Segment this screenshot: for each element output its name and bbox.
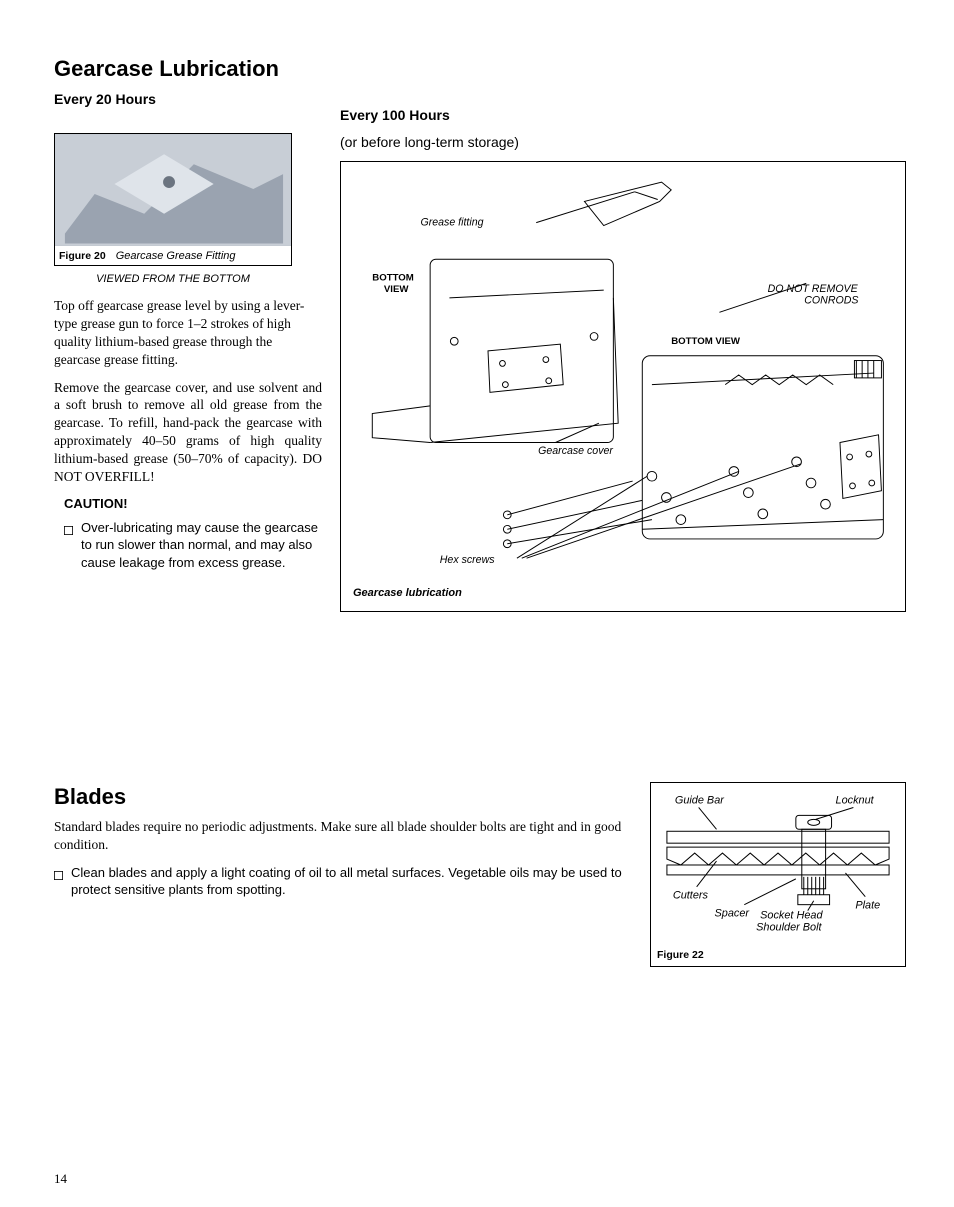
square-bullet-icon — [64, 522, 73, 572]
label-spacer: Spacer — [715, 908, 750, 920]
figure-20-caption: Gearcase Grease Fitting — [116, 249, 236, 264]
label-hex-screws: Hex screws — [440, 555, 495, 567]
figure-22-svg: Guide Bar Locknut — [657, 789, 899, 939]
every-100-hours-head: Every 100 Hours — [340, 106, 906, 125]
gearcase-diagram-svg: Grease fitting BOTTOM VIEW DO NOT REMOVE… — [353, 170, 893, 580]
label-cutters: Cutters — [673, 890, 709, 902]
before-storage-note: (or before long-term storage) — [340, 133, 906, 152]
para-remove-cover: Remove the gearcase cover, and use solve… — [54, 379, 322, 486]
blades-bullet-row: Clean blades and apply a light coating o… — [54, 864, 628, 899]
blades-bullet-text: Clean blades and apply a light coating o… — [71, 864, 628, 899]
figure-20-photo — [55, 134, 291, 246]
blades-left: Blades Standard blades require no period… — [54, 782, 628, 906]
label-bottom-view-left1: BOTTOM — [372, 273, 414, 284]
gearcase-left-col: Every 20 Hours Figure 20 Gearcase Grease… — [54, 90, 322, 580]
label-socket-head1: Socket Head — [760, 910, 823, 922]
section-title-blades: Blades — [54, 782, 628, 812]
square-bullet-icon — [54, 867, 63, 899]
label-socket-head2: Shoulder Bolt — [756, 922, 822, 934]
viewed-from-bottom: VIEWED FROM THE BOTTOM — [54, 272, 292, 287]
gearcase-diagram-caption: Gearcase lubrication — [353, 586, 893, 601]
label-bottom-view-right: BOTTOM VIEW — [671, 337, 741, 348]
label-grease-fitting: Grease fitting — [421, 217, 484, 229]
caution-bullet-row: Over-lubricating may cause the gearcase … — [54, 519, 322, 572]
label-do-not-remove2: CONRODS — [804, 295, 858, 307]
figure-22-label: Figure 22 — [657, 948, 704, 962]
every-20-hours-head: Every 20 Hours — [54, 90, 322, 109]
caution-bullet-text: Over-lubricating may cause the gearcase … — [81, 519, 322, 572]
gearcase-two-col: Every 20 Hours Figure 20 Gearcase Grease… — [54, 90, 906, 613]
figure-22-box: Guide Bar Locknut — [650, 782, 906, 967]
label-do-not-remove1: DO NOT REMOVE — [768, 284, 859, 296]
section-title-gearcase: Gearcase Lubrication — [54, 54, 906, 84]
label-bottom-view-left2: VIEW — [384, 285, 410, 296]
page-number: 14 — [54, 1170, 67, 1188]
label-plate: Plate — [855, 900, 880, 912]
label-gearcase-cover: Gearcase cover — [538, 446, 613, 458]
blades-para: Standard blades require no periodic adju… — [54, 818, 628, 854]
figure-20-label: Figure 20 — [59, 249, 106, 263]
blades-section: Blades Standard blades require no period… — [54, 782, 906, 967]
gearcase-diagram-box: Grease fitting BOTTOM VIEW DO NOT REMOVE… — [340, 161, 906, 612]
label-guide-bar: Guide Bar — [675, 795, 724, 807]
gearcase-right-col: Every 100 Hours (or before long-term sto… — [340, 90, 906, 613]
figure-20-box: Figure 20 Gearcase Grease Fitting — [54, 133, 292, 267]
label-locknut: Locknut — [836, 795, 875, 807]
caution-heading: CAUTION! — [64, 495, 322, 513]
para-topoff: Top off gearcase grease level by using a… — [54, 297, 322, 368]
